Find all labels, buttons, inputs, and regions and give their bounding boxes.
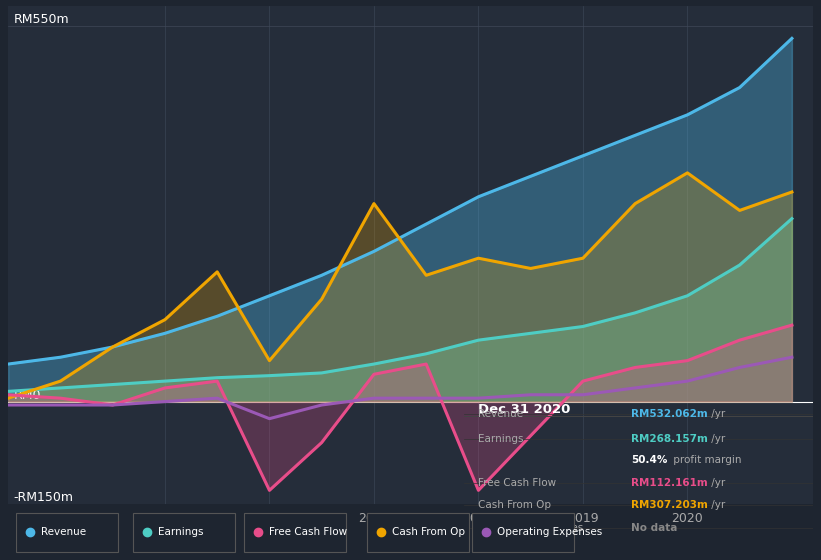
- Text: -RM150m: -RM150m: [13, 491, 73, 504]
- Text: 2015: 2015: [149, 512, 181, 525]
- Text: Cash From Op: Cash From Op: [478, 500, 551, 510]
- FancyBboxPatch shape: [16, 513, 118, 552]
- Text: RM0: RM0: [13, 389, 41, 402]
- FancyBboxPatch shape: [133, 513, 235, 552]
- Text: RM112.161m: RM112.161m: [631, 478, 708, 488]
- Text: RM532.062m: RM532.062m: [631, 409, 708, 419]
- Text: 2020: 2020: [672, 512, 704, 525]
- Text: /yr: /yr: [708, 434, 726, 444]
- Text: Earnings: Earnings: [478, 434, 523, 444]
- Text: /yr: /yr: [708, 478, 726, 488]
- Text: RM307.203m: RM307.203m: [631, 500, 709, 510]
- FancyBboxPatch shape: [368, 513, 469, 552]
- Text: 2017: 2017: [358, 512, 390, 525]
- Text: Revenue: Revenue: [478, 409, 523, 419]
- Text: Free Cash Flow: Free Cash Flow: [478, 478, 556, 488]
- Text: profit margin: profit margin: [670, 455, 741, 465]
- Text: Earnings: Earnings: [158, 527, 204, 537]
- Text: Revenue: Revenue: [41, 527, 86, 537]
- Text: 2016: 2016: [254, 512, 285, 525]
- Text: RM550m: RM550m: [13, 13, 69, 26]
- Text: 50.4%: 50.4%: [631, 455, 667, 465]
- Text: Free Cash Flow: Free Cash Flow: [269, 527, 347, 537]
- Text: 2018: 2018: [462, 512, 494, 525]
- Text: Dec 31 2020: Dec 31 2020: [478, 403, 571, 416]
- Text: /yr: /yr: [708, 500, 726, 510]
- FancyBboxPatch shape: [472, 513, 574, 552]
- Text: No data: No data: [631, 522, 677, 533]
- FancyBboxPatch shape: [245, 513, 346, 552]
- Text: RM268.157m: RM268.157m: [631, 434, 709, 444]
- Text: Operating Expenses: Operating Expenses: [497, 527, 602, 537]
- Text: Cash From Op: Cash From Op: [392, 527, 465, 537]
- Text: 2019: 2019: [567, 512, 599, 525]
- Text: /yr: /yr: [708, 409, 726, 419]
- Text: Operating Expenses: Operating Expenses: [478, 522, 583, 533]
